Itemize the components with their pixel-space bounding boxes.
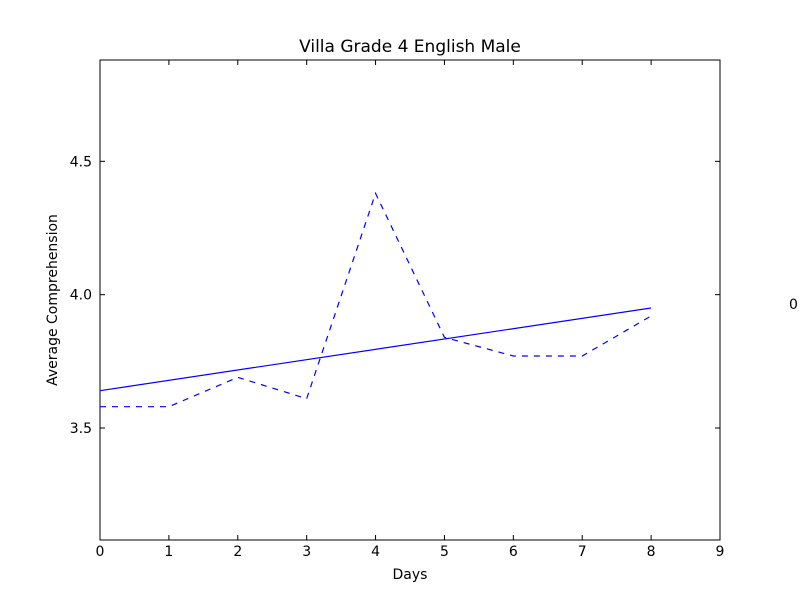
- x-axis-label: Days: [393, 567, 428, 583]
- x-tick-label: 8: [647, 544, 656, 560]
- side-annotation: 0: [789, 297, 798, 313]
- series-layer: [99, 191, 652, 408]
- x-tick-label: 9: [716, 544, 725, 560]
- x-tick-label: 4: [371, 544, 380, 560]
- y-axis-label: Average Comprehension: [45, 214, 61, 386]
- y-tick-label: 3.5: [70, 421, 92, 437]
- tick-layer: 0 1 2 3 4 5 6 7 8 9 3.5 4.0 4.5: [70, 60, 725, 560]
- x-tick-label: 1: [164, 544, 173, 560]
- plot-area: [99, 59, 721, 541]
- x-tick-label: 2: [233, 544, 242, 560]
- y-tick-label: 4.5: [70, 154, 92, 170]
- x-tick-label: 0: [96, 544, 105, 560]
- series-line-trend: [99, 307, 652, 392]
- chart-title: Villa Grade 4 English Male: [299, 37, 521, 57]
- x-tick-label: 6: [509, 544, 518, 560]
- y-tick-label: 4.0: [70, 288, 92, 304]
- x-tick-label: 7: [578, 544, 587, 560]
- series-line-observed: [100, 191, 652, 408]
- x-tick-label: 5: [440, 544, 449, 560]
- x-tick-label: 3: [302, 544, 311, 560]
